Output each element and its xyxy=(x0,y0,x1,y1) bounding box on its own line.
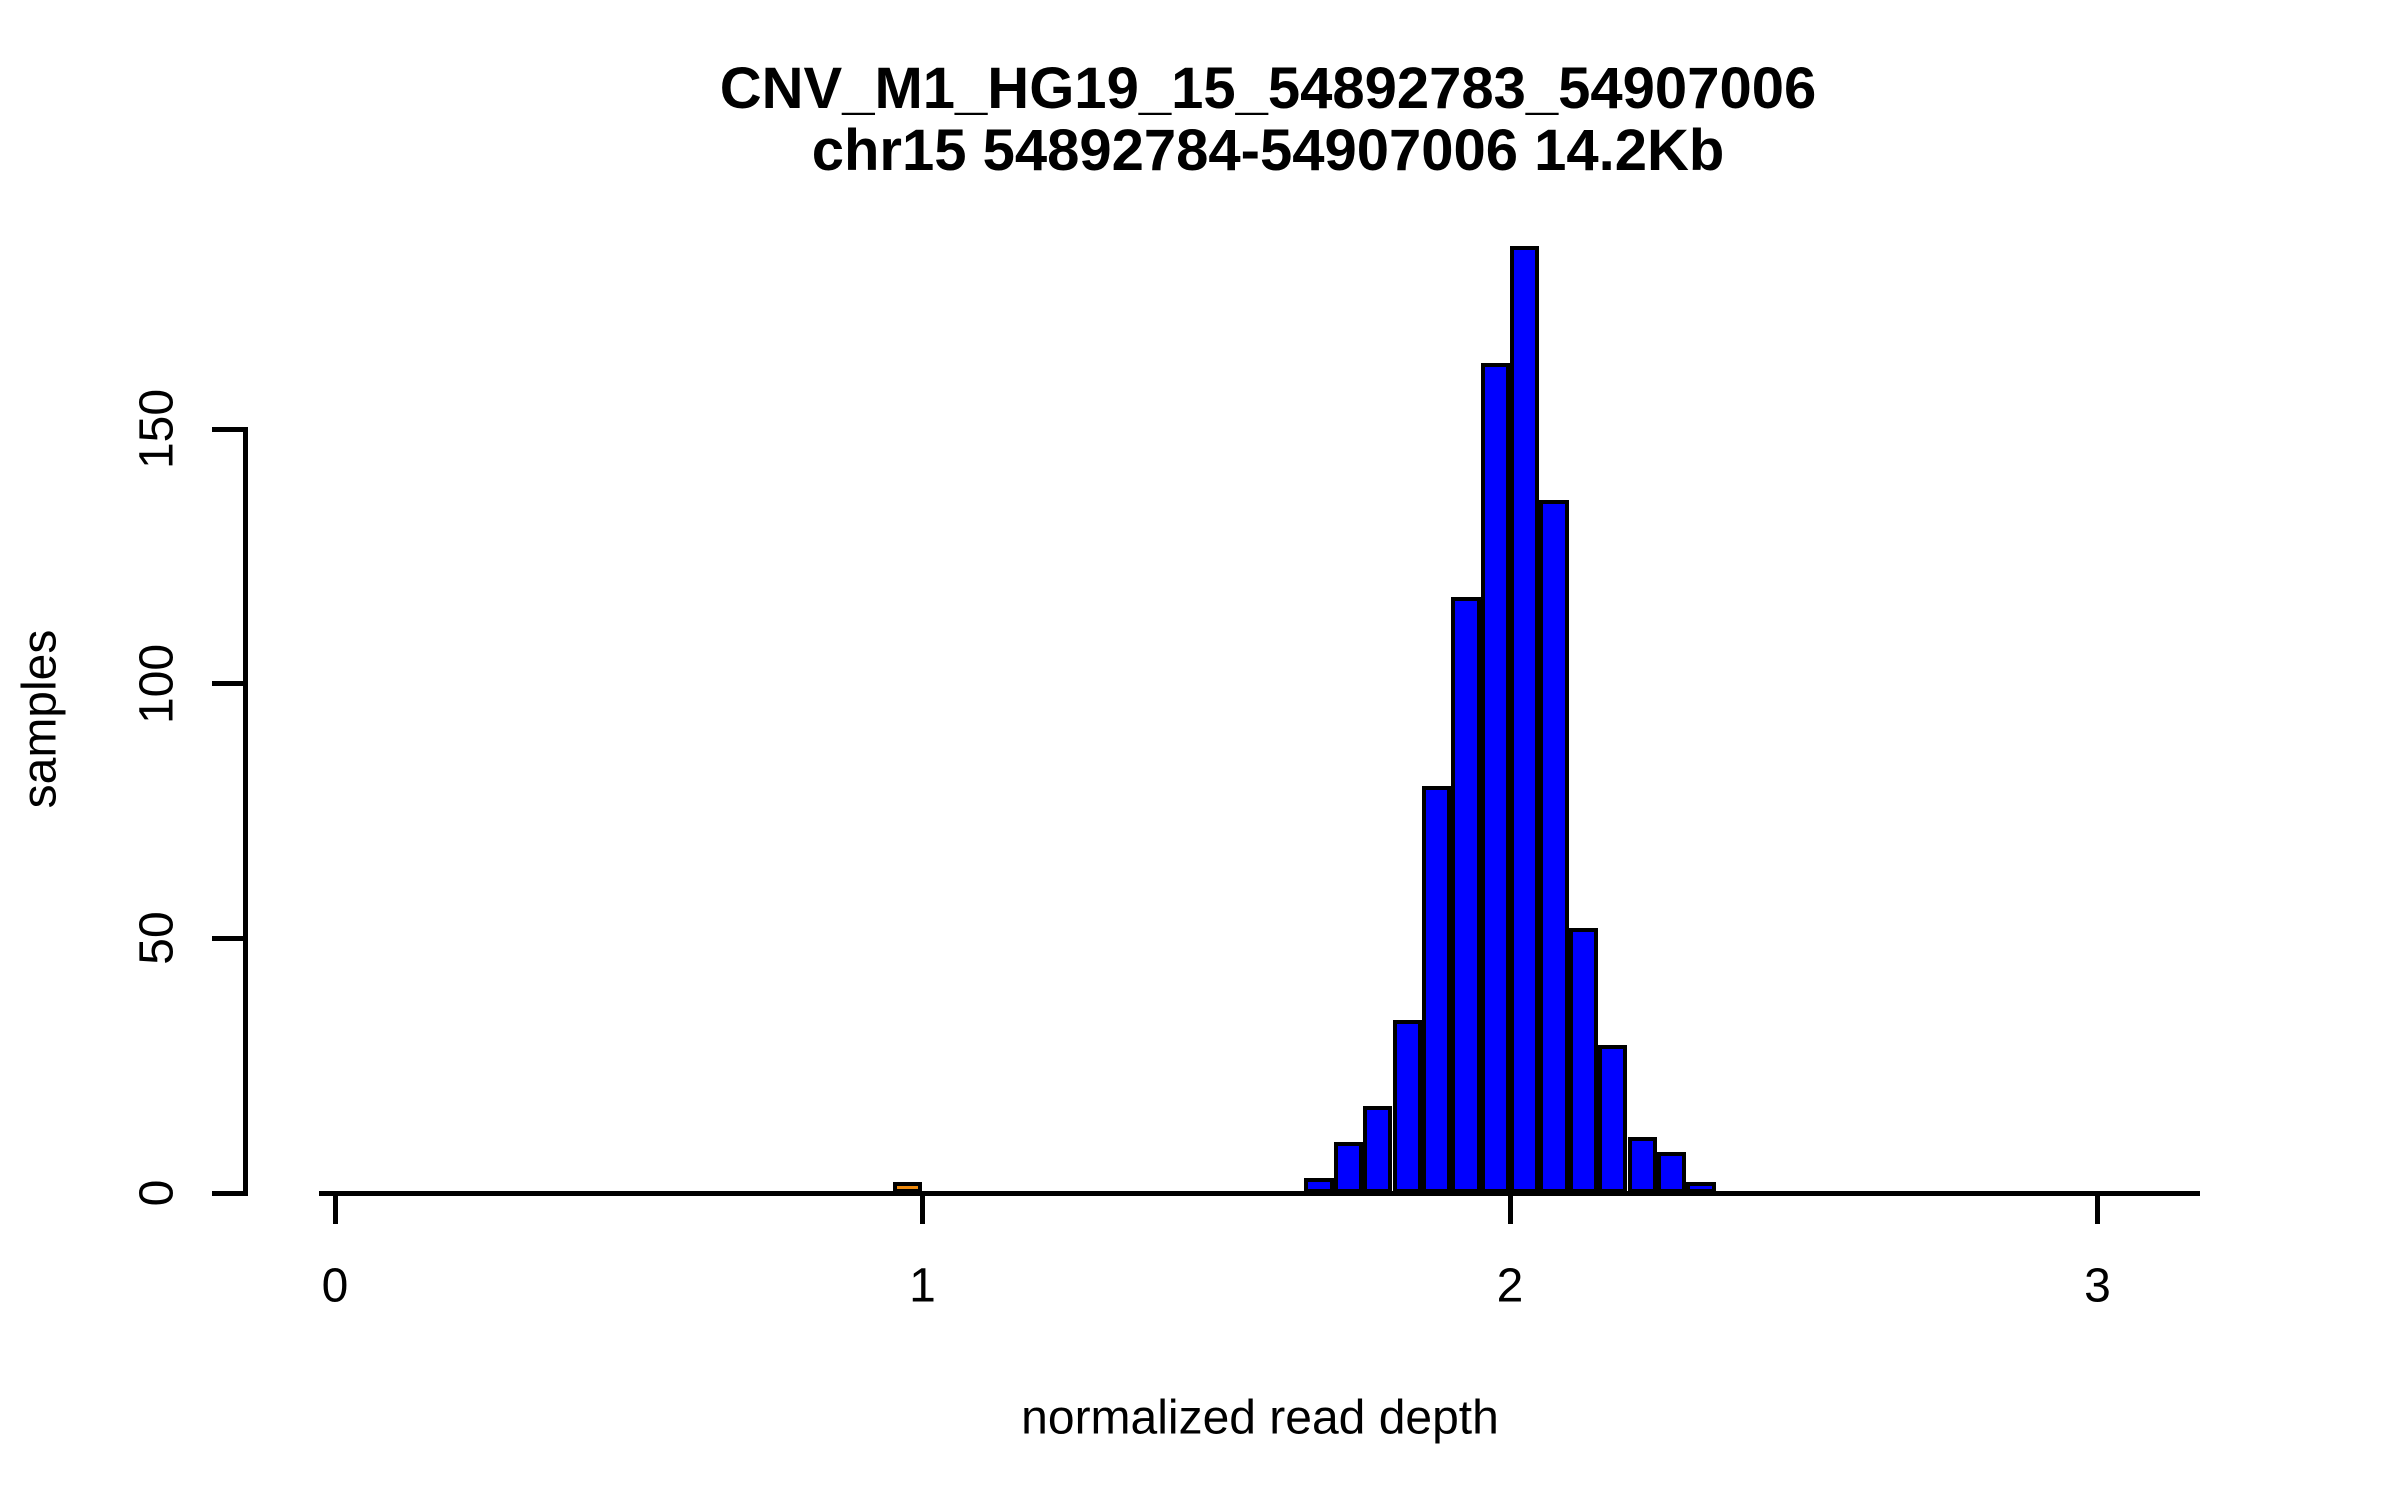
x-tick-label: 3 xyxy=(2084,1259,2111,1313)
x-tick-label: 0 xyxy=(321,1259,349,1313)
y-tick-label: 150 xyxy=(130,388,184,470)
histogram-bar xyxy=(1510,245,1540,1193)
histogram-bar xyxy=(1363,1106,1393,1193)
histogram-bar xyxy=(1451,597,1481,1193)
histogram-bar xyxy=(1568,928,1599,1193)
histogram-bar xyxy=(1627,1137,1657,1193)
histogram-bar xyxy=(1656,1152,1687,1193)
histogram-bar xyxy=(1421,785,1452,1193)
x-tick-label: 1 xyxy=(909,1259,936,1313)
chart-title: CNV_M1_HG19_15_54892783_54907006 xyxy=(719,56,1817,121)
x-tick-label: 2 xyxy=(1496,1259,1524,1313)
y-axis-tick xyxy=(211,1190,243,1196)
chart-subtitle: chr15 54892784-54907006 14.2Kb xyxy=(811,118,1725,183)
y-tick-label: 100 xyxy=(130,643,184,724)
x-axis-tick xyxy=(332,1193,338,1224)
histogram-bar xyxy=(1333,1142,1364,1193)
y-tick-label: 0 xyxy=(130,1179,184,1207)
x-axis-tick xyxy=(1507,1193,1513,1224)
y-axis-label: samples xyxy=(13,629,67,809)
histogram-bar xyxy=(1539,500,1569,1193)
x-axis-tick xyxy=(2095,1193,2100,1224)
x-axis-label: normalized read depth xyxy=(1021,1391,1499,1445)
y-axis-tick xyxy=(211,426,243,432)
histogram-bar xyxy=(1392,1019,1422,1193)
histogram-bar xyxy=(1598,1045,1628,1193)
chart-title-block: CNV_M1_HG19_15_54892783_54907006 chr15 5… xyxy=(168,58,2368,182)
y-tick-label: 50 xyxy=(130,911,184,966)
histogram-bar xyxy=(1480,362,1510,1193)
y-axis-line xyxy=(242,427,248,1196)
x-axis-tick xyxy=(920,1193,925,1224)
y-axis-tick xyxy=(211,681,243,687)
y-axis-tick xyxy=(211,935,243,941)
x-axis-line xyxy=(319,1190,2200,1196)
